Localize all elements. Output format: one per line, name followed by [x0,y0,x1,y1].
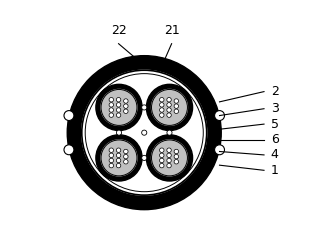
Circle shape [116,158,121,163]
Circle shape [174,104,179,108]
Circle shape [109,158,114,163]
Circle shape [124,99,128,103]
Circle shape [116,153,121,158]
Circle shape [109,148,114,152]
Text: 6: 6 [271,133,279,146]
Circle shape [215,145,225,155]
Circle shape [160,98,164,102]
Circle shape [160,103,164,107]
Circle shape [174,160,179,164]
Circle shape [116,130,122,135]
Circle shape [160,108,164,112]
Circle shape [167,103,171,107]
Circle shape [174,99,179,103]
Circle shape [124,160,128,164]
Circle shape [96,135,142,181]
Text: 1: 1 [271,164,279,177]
Circle shape [142,155,147,160]
Text: 22: 22 [111,24,126,37]
Circle shape [101,140,137,176]
Circle shape [124,104,128,108]
Circle shape [124,109,128,114]
Circle shape [167,130,172,135]
Circle shape [64,110,74,120]
Text: 21: 21 [164,24,180,37]
Circle shape [67,56,221,210]
Circle shape [174,149,179,154]
Circle shape [116,113,121,117]
Circle shape [174,154,179,159]
Circle shape [116,103,121,107]
Circle shape [109,164,114,168]
Circle shape [160,158,164,163]
Circle shape [167,153,171,158]
Circle shape [160,164,164,168]
Circle shape [64,145,74,155]
Circle shape [167,98,171,102]
Circle shape [160,153,164,158]
Circle shape [146,84,193,130]
Circle shape [109,153,114,158]
Circle shape [167,108,171,112]
Circle shape [82,70,207,195]
Circle shape [116,108,121,112]
Circle shape [146,135,193,181]
Circle shape [160,148,164,152]
Circle shape [167,164,171,168]
Text: 5: 5 [271,118,279,130]
Text: 3: 3 [271,102,279,115]
Circle shape [116,98,121,102]
Circle shape [167,158,171,163]
Circle shape [124,154,128,159]
Text: 2: 2 [271,85,279,98]
Circle shape [116,164,121,168]
Circle shape [215,110,225,120]
Circle shape [96,84,142,130]
Circle shape [109,103,114,107]
Circle shape [167,148,171,152]
Circle shape [142,130,147,135]
Circle shape [109,113,114,117]
Circle shape [109,98,114,102]
Circle shape [152,90,188,126]
Circle shape [160,113,164,117]
Circle shape [167,113,171,117]
Circle shape [152,140,188,176]
Circle shape [116,148,121,152]
Circle shape [109,108,114,112]
Circle shape [174,109,179,114]
Text: 4: 4 [271,148,279,162]
Circle shape [142,105,147,110]
Circle shape [124,149,128,154]
Circle shape [101,90,137,126]
